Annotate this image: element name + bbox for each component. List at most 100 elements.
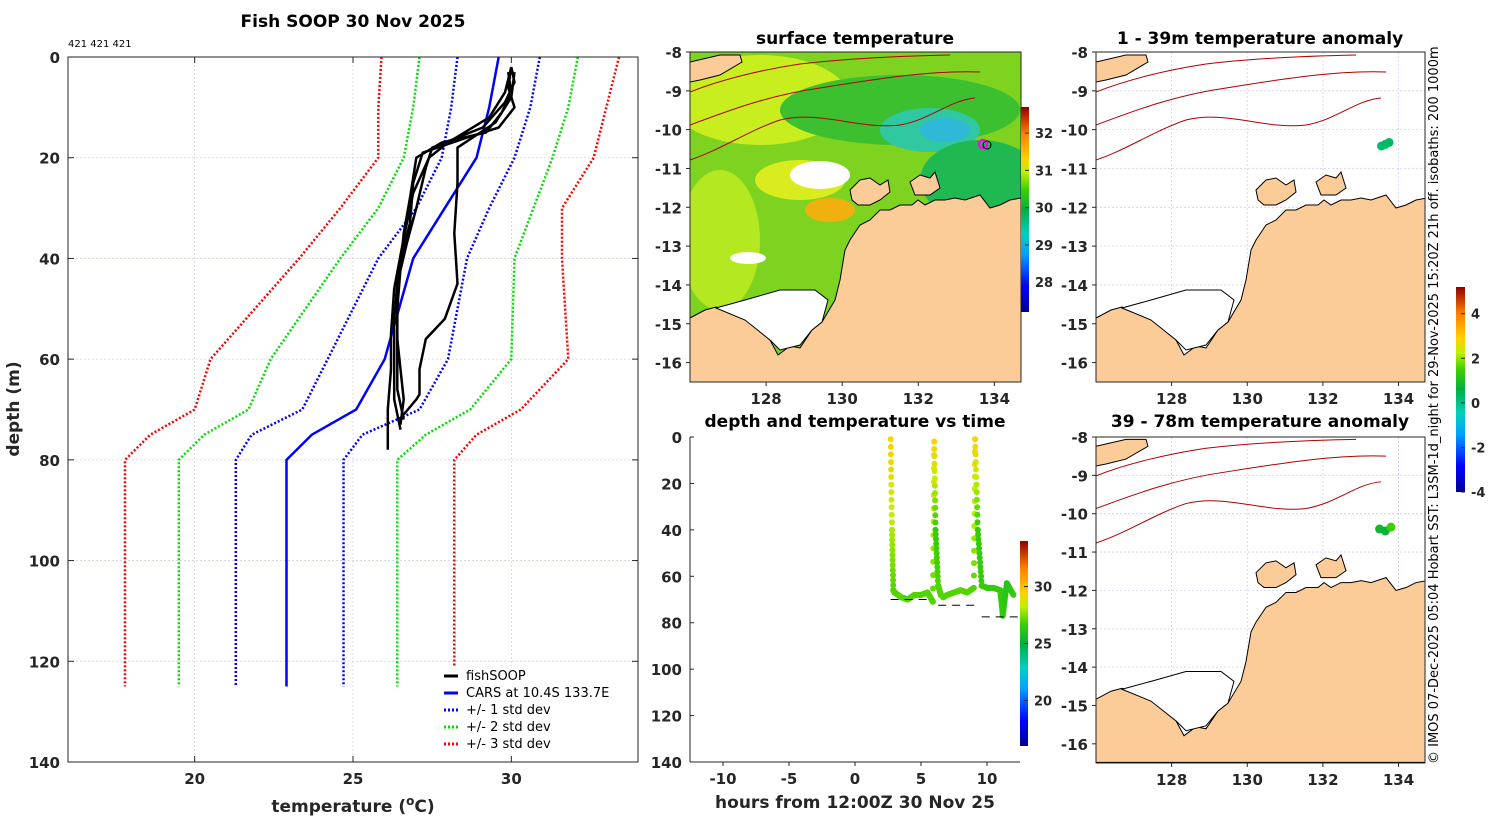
- svg-text:+/- 2 std dev: +/- 2 std dev: [466, 720, 551, 735]
- tick-label-lat: -15: [655, 316, 682, 334]
- colorbar-tick-label: 20: [1034, 694, 1052, 709]
- track-point: [974, 526, 981, 533]
- tick-label-lon: 130: [827, 390, 858, 408]
- colorbar-tick-label: 29: [1035, 239, 1053, 254]
- track-point: [977, 559, 984, 566]
- tick-label-lat: -15: [1061, 697, 1088, 715]
- tick-label-x: -10: [709, 770, 736, 788]
- track-point: [933, 545, 940, 552]
- legend-item-std1: +/- 1 std dev: [444, 703, 551, 718]
- sst-map: surface temperature: [655, 29, 1053, 408]
- track-point: [976, 550, 983, 557]
- tick-label-lat: -8: [1071, 429, 1088, 447]
- tick-label-lon: 130: [1232, 390, 1263, 408]
- track-point: [889, 531, 896, 538]
- track-point: [888, 466, 895, 473]
- svg-text:CARS at 10.4S 133.7E: CARS at 10.4S 133.7E: [466, 686, 609, 701]
- map-land: [1096, 438, 1425, 763]
- vessel-position-marker: [977, 138, 989, 150]
- track-point: [888, 519, 895, 526]
- colorbar-tick-label: 31: [1035, 164, 1053, 179]
- track-point: [932, 504, 939, 511]
- depth-time-title: depth and temperature vs time: [705, 412, 1006, 432]
- profile-plot: Fish SOOP 30 Nov 2025 421 421 421 20 25 30…: [4, 12, 639, 817]
- tick-label-lat: -13: [655, 238, 682, 256]
- anomaly-1-39-ticks: 128 130 132 134 -8 -9 -10 -11 -12 -13 -14 -15 -16: [1061, 44, 1414, 408]
- track-point: [889, 567, 896, 574]
- colorbar-tick-label: -4: [1471, 486, 1485, 501]
- track-point: [931, 475, 938, 482]
- tick-label-lat: -10: [655, 122, 682, 140]
- tick-label-lat: -16: [655, 355, 682, 373]
- tick-label-x: -5: [781, 770, 798, 788]
- anomaly-39-78-title: 39 - 78m temperature anomaly: [1111, 412, 1409, 432]
- track-point: [972, 443, 979, 450]
- tick-label-lon: 130: [1232, 771, 1263, 789]
- profile-ticks: 20 25 30 0 20 40 60 80 100 120 140: [29, 49, 638, 788]
- tick-label-x: 10: [977, 770, 998, 788]
- track-point: [889, 557, 896, 563]
- tick-label-lon: 134: [1383, 390, 1414, 408]
- tick-label-lat: -10: [1061, 122, 1088, 140]
- track-point: [890, 582, 897, 589]
- anomaly-39-78-ticks: 128 130 132 134 -8 -9 -10 -11 -12 -13 -14 -15 -16: [1061, 429, 1414, 789]
- track-point: [889, 536, 896, 543]
- track-point: [932, 490, 938, 497]
- map-island: [1255, 560, 1297, 589]
- map-island: [1315, 170, 1347, 196]
- track-point: [888, 481, 895, 488]
- tick-label-x: 25: [343, 770, 364, 788]
- profile-xlabel: temperature (oC): [271, 794, 434, 817]
- track-point: [934, 577, 941, 584]
- depth-time-colorbar-ticks: 20 25 30: [1024, 581, 1052, 709]
- fishsoop-cast-line: [392, 66, 516, 430]
- track-point: [974, 519, 981, 526]
- profile-grid: [68, 57, 638, 762]
- tick-label-lat: -9: [665, 83, 682, 101]
- track-point: [933, 554, 940, 561]
- depth-time-xlabel: hours from 12:00Z 30 Nov 25: [715, 793, 995, 813]
- tick-label-lat: -9: [1071, 467, 1088, 485]
- track-point: [970, 572, 977, 579]
- track-point: [888, 459, 894, 465]
- track-point: [932, 519, 939, 526]
- series-line--3-std-dev: [123, 56, 383, 687]
- track-point: [890, 577, 897, 584]
- track-point: [930, 585, 936, 592]
- track-point: [933, 550, 940, 557]
- tick-label-y: 40: [39, 250, 60, 268]
- tick-label-x: 5: [916, 770, 926, 788]
- track-point: [975, 536, 982, 543]
- track-point: [973, 496, 980, 503]
- series-line--1-std-dev: [234, 56, 459, 687]
- tick-label-lat: -8: [1071, 44, 1088, 62]
- track-point: [889, 541, 896, 548]
- track-point: [933, 540, 940, 547]
- track-point: [973, 489, 980, 496]
- tick-label-y: 20: [661, 475, 682, 493]
- tick-label-y: 0: [672, 429, 682, 447]
- track-point: [973, 474, 980, 480]
- map-gulf: [1120, 670, 1235, 732]
- tick-label-lat: -16: [1061, 736, 1088, 754]
- track-point: [889, 562, 896, 569]
- tick-label-lon: 132: [903, 390, 934, 408]
- track-point: [930, 572, 937, 579]
- tick-label-lat: -12: [1061, 582, 1088, 600]
- tick-label-y: 80: [661, 615, 682, 633]
- colorbar-tick-label: 0: [1471, 397, 1480, 412]
- track-point: [970, 584, 977, 591]
- anomaly-point: [1386, 522, 1396, 532]
- tick-label-lon: 128: [1156, 771, 1187, 789]
- tick-label-x: 30: [501, 770, 522, 788]
- tick-label-lon: 132: [1307, 771, 1338, 789]
- profile-title: Fish SOOP 30 Nov 2025: [241, 12, 466, 32]
- track-point: [932, 526, 939, 533]
- tick-label-y: 60: [39, 351, 60, 369]
- tick-label-lon: 128: [750, 390, 781, 408]
- sst-ticks: 128 130 132 134 -8 -9 -10 -11 -12 -13 -14 -15 -16: [655, 44, 1010, 408]
- legend-item-std2: +/- 2 std dev: [444, 720, 551, 735]
- anomaly-39-78-axes-box: [1095, 436, 1426, 764]
- anomaly-colorbar: [1456, 287, 1465, 492]
